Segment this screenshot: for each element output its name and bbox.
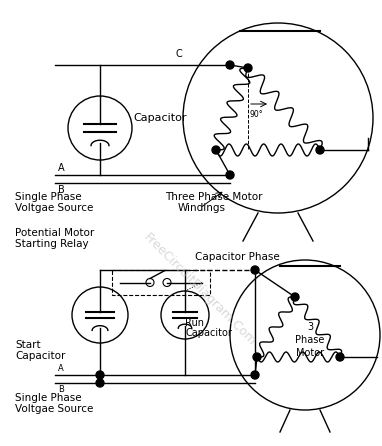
Text: Voltgae Source: Voltgae Source xyxy=(15,404,93,414)
Text: C: C xyxy=(175,49,182,59)
Circle shape xyxy=(251,371,259,379)
Circle shape xyxy=(253,353,261,361)
Text: Start: Start xyxy=(15,340,40,350)
Bar xyxy=(112,270,210,295)
Text: FreeCircuitDiagram.Com: FreeCircuitDiagram.Com xyxy=(141,231,259,349)
Text: A: A xyxy=(58,163,65,173)
Circle shape xyxy=(251,266,259,274)
Circle shape xyxy=(96,379,104,387)
Circle shape xyxy=(336,353,344,361)
Text: Potential Motor: Potential Motor xyxy=(15,228,94,238)
Circle shape xyxy=(226,171,234,179)
Text: Windings: Windings xyxy=(178,203,226,213)
Text: Capacitor: Capacitor xyxy=(185,328,232,338)
Circle shape xyxy=(316,146,324,154)
Text: 3
Phase
Motor: 3 Phase Motor xyxy=(295,322,325,358)
Text: B: B xyxy=(58,385,64,394)
Text: Single Phase: Single Phase xyxy=(15,192,82,202)
Text: Capacitor Phase: Capacitor Phase xyxy=(195,252,280,262)
Circle shape xyxy=(226,61,234,69)
Text: Three Phase Motor: Three Phase Motor xyxy=(165,192,262,202)
Circle shape xyxy=(244,64,252,72)
Text: B: B xyxy=(58,185,65,195)
Text: Voltgae Source: Voltgae Source xyxy=(15,203,93,213)
Text: Single Phase: Single Phase xyxy=(15,393,82,403)
Circle shape xyxy=(96,371,104,379)
Circle shape xyxy=(291,293,299,301)
Circle shape xyxy=(212,146,220,154)
Text: Run: Run xyxy=(185,318,204,328)
Text: Capacitor: Capacitor xyxy=(15,351,65,361)
Text: Starting Relay: Starting Relay xyxy=(15,239,89,249)
Text: A: A xyxy=(58,364,64,373)
Text: 90°: 90° xyxy=(250,110,264,119)
Text: Capacitor: Capacitor xyxy=(133,113,186,123)
